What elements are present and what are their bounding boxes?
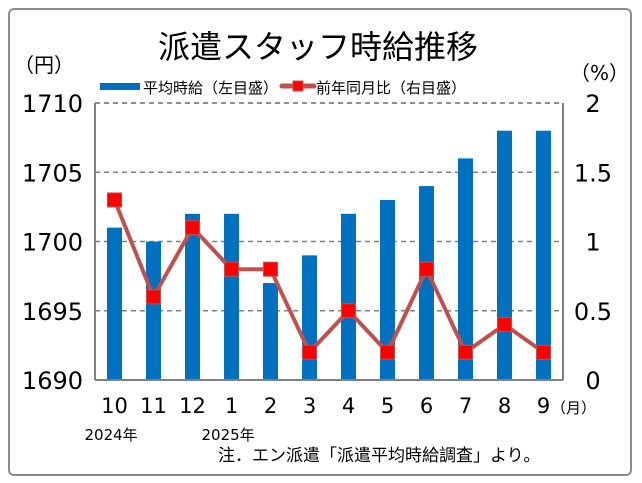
yoy-marker-5 xyxy=(380,344,395,360)
right-tick-label: 1 xyxy=(585,229,600,257)
x-tick-label: 11 xyxy=(140,394,167,418)
bar-10 xyxy=(107,227,122,380)
bar-5 xyxy=(380,199,395,380)
bar-6 xyxy=(419,186,434,380)
right-tick-label: 0 xyxy=(585,367,600,395)
x-tick-label: 7 xyxy=(459,394,472,418)
x-tick-label: 9 xyxy=(537,394,550,418)
left-tick-label: 1700 xyxy=(22,229,83,257)
bar-3 xyxy=(302,255,317,380)
left-tick-label: 1695 xyxy=(22,298,83,326)
yoy-marker-12 xyxy=(185,220,200,236)
left-tick-label: 1705 xyxy=(22,159,83,187)
year-label: 2025年 xyxy=(202,426,255,444)
legend-line-marker xyxy=(292,80,304,92)
x-tick-label: 4 xyxy=(342,394,355,418)
yoy-marker-3 xyxy=(302,344,317,360)
x-axis-unit: （月） xyxy=(551,399,596,417)
bar-1 xyxy=(224,213,239,380)
left-axis-unit: （円） xyxy=(14,53,74,77)
year-label: 2024年 xyxy=(85,426,138,444)
legend-line-label: 前年同月比（右目盛） xyxy=(316,79,466,97)
right-tick-label: 1.5 xyxy=(574,159,612,187)
bar-4 xyxy=(341,213,356,380)
bar-8 xyxy=(497,130,512,380)
bar-2 xyxy=(263,283,278,380)
chart-frame xyxy=(8,8,632,476)
left-tick-label: 1690 xyxy=(22,367,83,395)
yoy-marker-4 xyxy=(341,303,356,319)
bar-11 xyxy=(146,241,161,380)
x-tick-label: 12 xyxy=(179,394,206,418)
right-tick-label: 2 xyxy=(585,90,600,118)
yoy-marker-11 xyxy=(146,289,161,305)
yoy-marker-9 xyxy=(536,344,551,360)
yoy-marker-6 xyxy=(419,261,434,277)
x-tick-label: 2 xyxy=(264,394,277,418)
left-tick-label: 1710 xyxy=(22,90,83,118)
x-tick-label: 5 xyxy=(381,394,394,418)
yoy-line xyxy=(112,199,545,356)
yoy-marker-7 xyxy=(458,344,473,360)
yoy-marker-8 xyxy=(497,317,512,333)
bar-9 xyxy=(536,130,551,380)
right-tick-label: 0.5 xyxy=(574,298,612,326)
x-tick-label: 3 xyxy=(303,394,316,418)
bar-7 xyxy=(458,158,473,380)
x-tick-label: 10 xyxy=(101,394,128,418)
x-tick-label: 8 xyxy=(498,394,511,418)
yoy-marker-1 xyxy=(224,261,239,277)
yoy-marker-2 xyxy=(263,261,278,277)
x-tick-label: 6 xyxy=(420,394,433,418)
right-axis-unit: （%） xyxy=(570,61,629,85)
source-note: 注．エン派遣「派遣平均時給調査」より。 xyxy=(218,446,540,466)
x-tick-label: 1 xyxy=(225,394,238,418)
bar-12 xyxy=(185,213,200,380)
chart-title: 派遣スタッフ時給推移 xyxy=(158,28,478,66)
yoy-marker-10 xyxy=(107,192,122,208)
legend-bar-label: 平均時給（左目盛） xyxy=(143,79,278,97)
legend-bar-swatch xyxy=(100,83,140,90)
